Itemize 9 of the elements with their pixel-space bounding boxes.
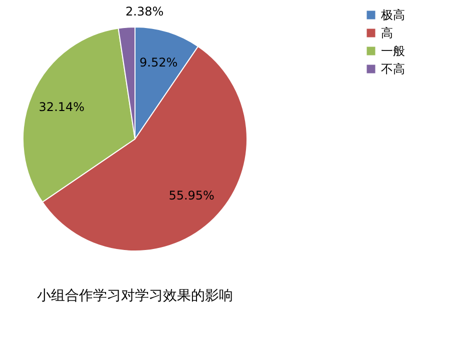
- text: 小组合作学习对学习效果的影响: [37, 288, 233, 304]
- data-label: 32.14%: [38, 100, 85, 114]
- legend-label: 不高: [381, 62, 405, 76]
- legend-label: 极高: [380, 8, 405, 22]
- data-label: 55.95%: [168, 188, 214, 203]
- legend-label: 一般: [381, 44, 405, 58]
- legend-label: 高: [381, 26, 393, 40]
- data-label: 2.38%: [126, 4, 164, 18]
- data-label: 9.52%: [140, 56, 178, 70]
